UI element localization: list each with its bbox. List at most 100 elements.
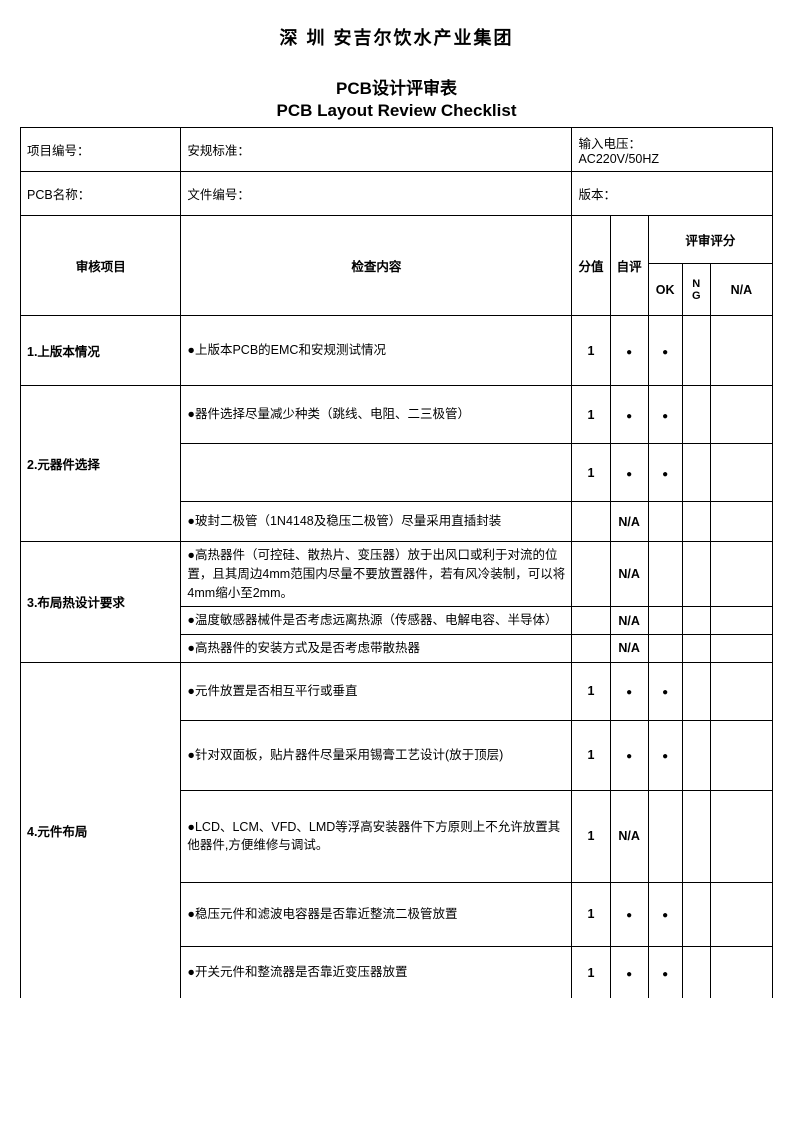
row-4-na xyxy=(710,502,772,542)
col-score: 分值 xyxy=(572,216,610,316)
row-1-na xyxy=(710,316,772,386)
row-2: 2.元器件选择 ●器件选择尽量减少种类（跳线、电阻、二三极管） 1 ● ● xyxy=(21,386,773,444)
row-4-self: N/A xyxy=(610,502,648,542)
row-2-score: 1 xyxy=(572,386,610,444)
section-1-label: 1.上版本情况 xyxy=(21,316,181,386)
row-2-content: ●器件选择尽量减少种类（跳线、电阻、二三极管） xyxy=(181,386,572,444)
row-10-ng xyxy=(682,790,710,882)
row-6-score xyxy=(572,607,610,635)
col-na: N/A xyxy=(710,264,772,316)
input-voltage-value: AC220V/50HZ xyxy=(578,152,659,166)
section-4-label: 4.元件布局 xyxy=(21,662,181,998)
row-11-score: 1 xyxy=(572,882,610,946)
meta-row-1: 项目编号： 安规标准： 输入电压： AC220V/50HZ xyxy=(21,128,773,172)
row-12-ng xyxy=(682,946,710,998)
section-2-label: 2.元器件选择 xyxy=(21,386,181,542)
row-12-self: ● xyxy=(610,946,648,998)
row-4-ng xyxy=(682,502,710,542)
input-voltage-cell: 输入电压： AC220V/50HZ xyxy=(572,128,773,172)
row-12-score: 1 xyxy=(572,946,610,998)
row-9-ng xyxy=(682,720,710,790)
row-8: 4.元件布局 ●元件放置是否相互平行或垂直 1 ● ● xyxy=(21,662,773,720)
section-3-label: 3.布局热设计要求 xyxy=(21,542,181,663)
row-3-self: ● xyxy=(610,444,648,502)
row-1-content: ●上版本PCB的EMC和安规测试情况 xyxy=(181,316,572,386)
row-12-na xyxy=(710,946,772,998)
row-1-ng xyxy=(682,316,710,386)
row-2-ok: ● xyxy=(648,386,682,444)
doc-title-cn: PCB设计评审表 xyxy=(20,74,773,99)
row-10-score: 1 xyxy=(572,790,610,882)
row-1-self: ● xyxy=(610,316,648,386)
row-7-score xyxy=(572,635,610,663)
col-self-eval: 自评 xyxy=(610,216,648,316)
row-6-ng xyxy=(682,607,710,635)
header-row-1: 审核项目 检查内容 分值 自评 评审评分 xyxy=(21,216,773,264)
doc-title-en: PCB Layout Review Checklist xyxy=(20,101,773,121)
row-8-self: ● xyxy=(610,662,648,720)
row-3-ok: ● xyxy=(648,444,682,502)
row-12-content: ●开关元件和整流器是否靠近变压器放置 xyxy=(181,946,572,998)
row-1: 1.上版本情况 ●上版本PCB的EMC和安规测试情况 1 ● ● xyxy=(21,316,773,386)
row-6-content: ●温度敏感器械件是否考虑远离热源（传感器、电解电容、半导体） xyxy=(181,607,572,635)
row-10-na xyxy=(710,790,772,882)
col-ok: OK xyxy=(648,264,682,316)
row-11-content: ●稳压元件和滤波电容器是否靠近整流二极管放置 xyxy=(181,882,572,946)
row-6-ok xyxy=(648,607,682,635)
row-7-self: N/A xyxy=(610,635,648,663)
col-ng: NG xyxy=(682,264,710,316)
row-1-ok: ● xyxy=(648,316,682,386)
row-7-ng xyxy=(682,635,710,663)
row-4-score xyxy=(572,502,610,542)
doc-no-label: 文件编号： xyxy=(181,172,572,216)
row-5-ok xyxy=(648,542,682,607)
row-8-na xyxy=(710,662,772,720)
row-4-ok xyxy=(648,502,682,542)
row-1-score: 1 xyxy=(572,316,610,386)
row-8-score: 1 xyxy=(572,662,610,720)
row-9-na xyxy=(710,720,772,790)
row-3-content xyxy=(181,444,572,502)
row-10-ok xyxy=(648,790,682,882)
row-9-self: ● xyxy=(610,720,648,790)
row-10-self: N/A xyxy=(610,790,648,882)
row-7-na xyxy=(710,635,772,663)
meta-row-2: PCB名称： 文件编号： 版本： xyxy=(21,172,773,216)
row-3-na xyxy=(710,444,772,502)
row-11-ng xyxy=(682,882,710,946)
row-7-ok xyxy=(648,635,682,663)
row-8-ok: ● xyxy=(648,662,682,720)
row-8-ng xyxy=(682,662,710,720)
row-5-score xyxy=(572,542,610,607)
row-11-self: ● xyxy=(610,882,648,946)
row-6-na xyxy=(710,607,772,635)
pcb-name-label: PCB名称： xyxy=(21,172,181,216)
row-9-score: 1 xyxy=(572,720,610,790)
row-12-ok: ● xyxy=(648,946,682,998)
row-5: 3.布局热设计要求 ●高热器件（可控硅、散热片、变压器）放于出风口或利于对流的位… xyxy=(21,542,773,607)
row-5-content: ●高热器件（可控硅、散热片、变压器）放于出风口或利于对流的位置，且其周边4mm范… xyxy=(181,542,572,607)
row-4-content: ●玻封二极管（1N4148及稳压二极管）尽量采用直插封装 xyxy=(181,502,572,542)
row-2-na xyxy=(710,386,772,444)
row-5-na xyxy=(710,542,772,607)
row-5-ng xyxy=(682,542,710,607)
row-5-self: N/A xyxy=(610,542,648,607)
col-check-content: 检查内容 xyxy=(181,216,572,316)
row-2-self: ● xyxy=(610,386,648,444)
row-8-content: ●元件放置是否相互平行或垂直 xyxy=(181,662,572,720)
project-no-label: 项目编号： xyxy=(21,128,181,172)
row-11-na xyxy=(710,882,772,946)
safety-std-label: 安规标准： xyxy=(181,128,572,172)
col-audit-item: 审核项目 xyxy=(21,216,181,316)
row-9-ok: ● xyxy=(648,720,682,790)
row-7-content: ●高热器件的安装方式及是否考虑带散热器 xyxy=(181,635,572,663)
row-11-ok: ● xyxy=(648,882,682,946)
row-3-score: 1 xyxy=(572,444,610,502)
row-6-self: N/A xyxy=(610,607,648,635)
col-review-score: 评审评分 xyxy=(648,216,772,264)
input-voltage-label: 输入电压： xyxy=(578,137,641,151)
row-9-content: ●针对双面板，贴片器件尽量采用锡膏工艺设计(放于顶层) xyxy=(181,720,572,790)
row-3-ng xyxy=(682,444,710,502)
row-10-content: ●LCD、LCM、VFD、LMD等浮高安装器件下方原则上不允许放置其他器件,方便… xyxy=(181,790,572,882)
checklist-table: 项目编号： 安规标准： 输入电压： AC220V/50HZ PCB名称： 文件编… xyxy=(20,127,773,998)
